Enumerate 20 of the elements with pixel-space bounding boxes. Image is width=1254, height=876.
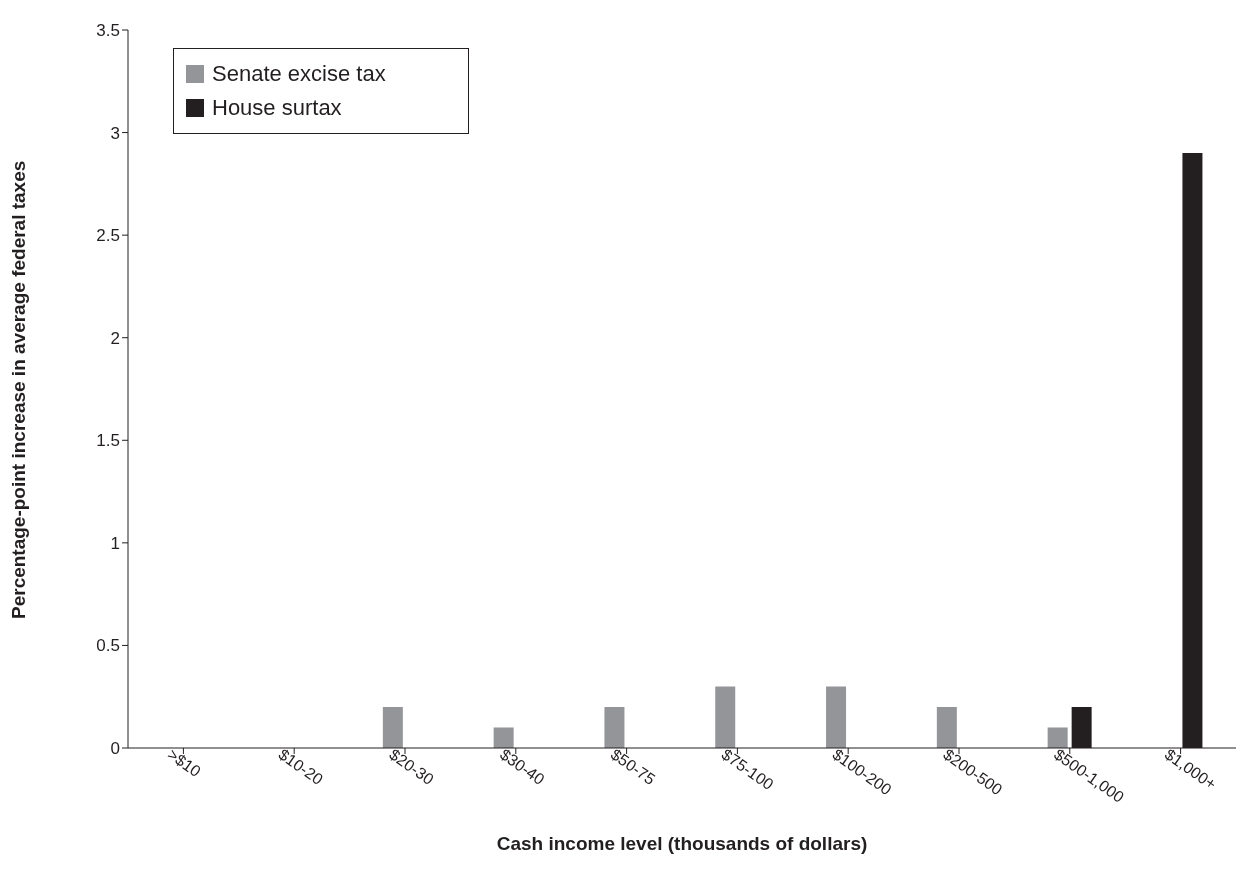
bar [382, 706, 403, 748]
y-tick-label: 2 [110, 328, 120, 348]
bar [604, 706, 625, 748]
y-tick-label: 3.5 [96, 21, 120, 41]
x-axis-title: Cash income level (thousands of dollars) [496, 833, 868, 854]
bar [1047, 727, 1068, 748]
bar [493, 727, 514, 748]
y-tick-label: 1.5 [96, 431, 120, 451]
bar [936, 706, 957, 748]
y-tick-label: 1 [110, 533, 120, 553]
x-tick-label: >$10 [164, 745, 204, 781]
legend-label: Senate excise tax [212, 60, 386, 88]
bar [715, 686, 736, 748]
legend-label: House surtax [212, 94, 342, 122]
y-tick-label: 3 [110, 123, 120, 143]
y-tick-label: 0 [110, 739, 120, 759]
y-axis-title: Percentage-point increase in average federal taxes [7, 160, 29, 619]
y-tick-label: 0.5 [96, 636, 120, 656]
y-tick-label: 2.5 [96, 226, 120, 246]
bar [826, 686, 847, 748]
